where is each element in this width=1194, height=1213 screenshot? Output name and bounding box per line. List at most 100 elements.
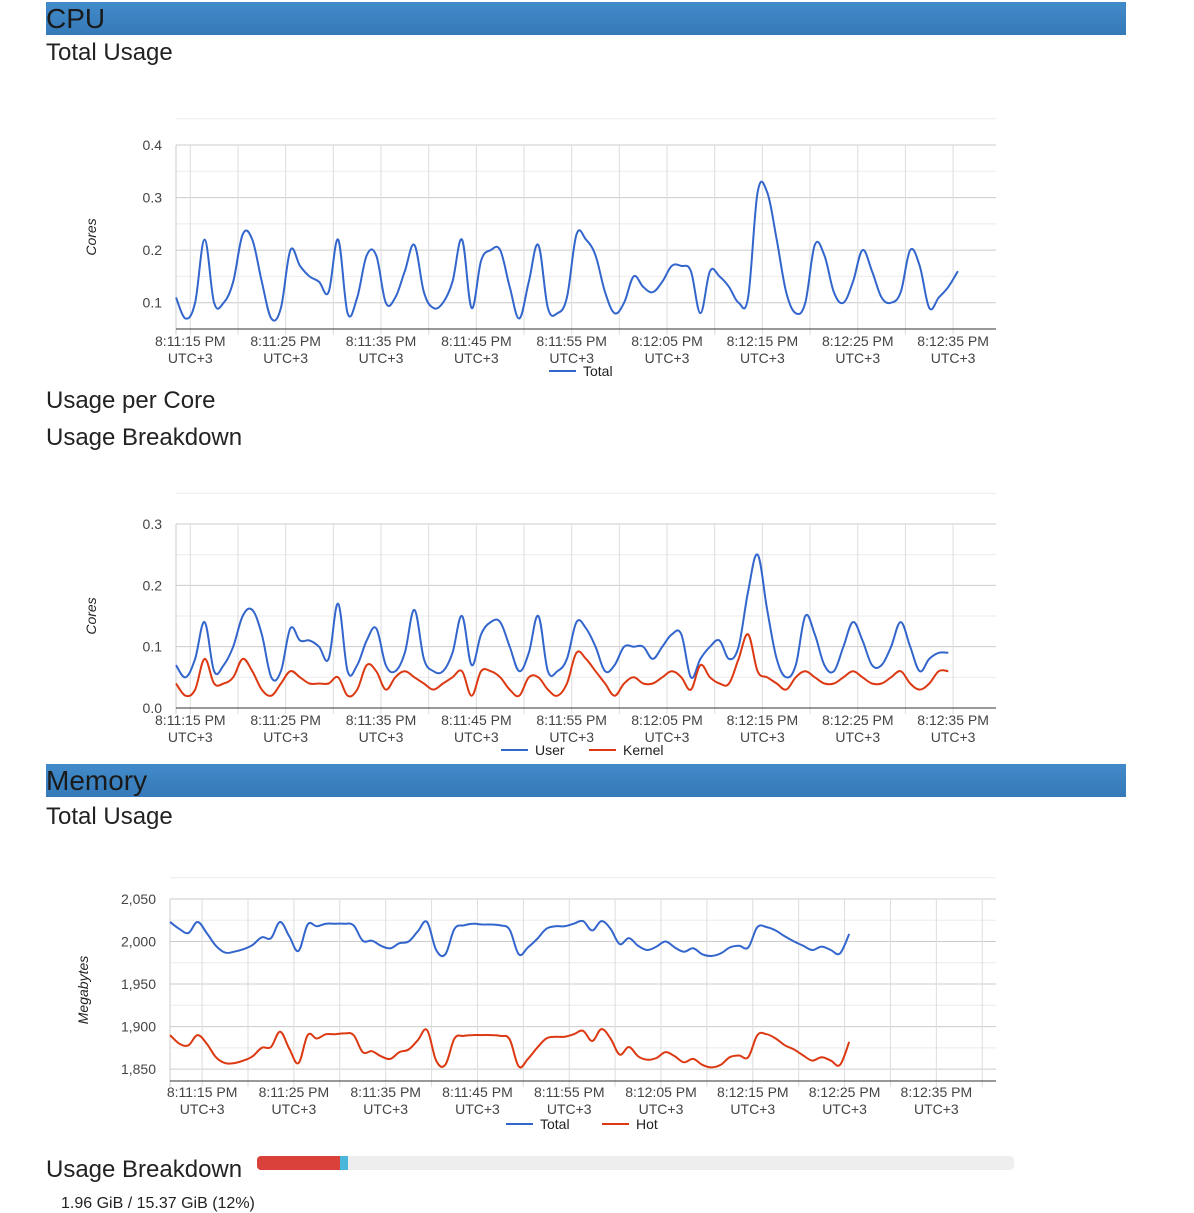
x-tick-label: 8:11:55 PM UTC+3 (536, 333, 607, 366)
x-tick-label-time: 8:12:25 PM (822, 712, 894, 728)
x-tick-label-time: 8:12:25 PM (822, 333, 894, 349)
x-tick-label-time: 8:11:25 PM (250, 712, 321, 728)
x-tick-label-time: 8:11:15 PM (155, 712, 226, 728)
y-tick-label: 0.4 (143, 137, 163, 153)
x-tick-label: 8:11:25 PM UTC+3 (250, 333, 321, 366)
x-tick-label: 8:11:15 PM UTC+3 (155, 333, 226, 366)
x-tick-label-time: 8:11:55 PM (536, 333, 607, 349)
x-tick-label-zone: UTC+3 (549, 729, 594, 745)
x-tick-label-zone: UTC+3 (168, 729, 213, 745)
x-tick-label-zone: UTC+3 (359, 350, 404, 366)
cpu-section-header: CPU (46, 2, 1126, 35)
x-tick-label-time: 8:12:15 PM (717, 1084, 789, 1100)
memory-section-header: Memory (46, 764, 1126, 797)
x-tick-label: 8:12:05 PM UTC+3 (631, 712, 703, 745)
y-tick-label: 2,050 (121, 891, 156, 907)
x-tick-label-zone: UTC+3 (263, 350, 308, 366)
x-tick-label-zone: UTC+3 (168, 350, 213, 366)
x-tick-label-zone: UTC+3 (639, 1101, 684, 1117)
x-tick-label-zone: UTC+3 (272, 1101, 317, 1117)
x-tick-label-zone: UTC+3 (363, 1101, 408, 1117)
x-tick-label: 8:12:35 PM UTC+3 (917, 712, 989, 745)
x-tick-label: 8:11:15 PM UTC+3 (155, 712, 226, 745)
x-tick-label: 8:12:05 PM UTC+3 (631, 333, 703, 366)
x-tick-label-zone: UTC+3 (740, 350, 785, 366)
cpu-total-usage-chart: 0.1 0.2 0.3 0.4 8:11:15 PM UTC+3 8:11:25 PM UTC… (46, 75, 1126, 387)
x-tick-label-zone: UTC+3 (549, 350, 594, 366)
x-tick-label-time: 8:11:45 PM (441, 712, 512, 728)
x-tick-label: 8:11:45 PM UTC+3 (442, 1084, 513, 1117)
x-tick-label: 8:11:55 PM UTC+3 (534, 1084, 605, 1117)
x-tick-label: 8:11:45 PM UTC+3 (441, 333, 512, 366)
x-tick-label-time: 8:11:15 PM (155, 333, 226, 349)
x-tick-label-zone: UTC+3 (914, 1101, 959, 1117)
x-tick-label: 8:12:15 PM UTC+3 (717, 1084, 789, 1117)
y-tick-label: 0.1 (143, 295, 163, 311)
x-tick-label-time: 8:12:05 PM (625, 1084, 697, 1100)
cpu-total-usage-title: Total Usage (46, 39, 173, 66)
x-tick-label-time: 8:11:45 PM (441, 333, 512, 349)
y-tick-label: 0.2 (143, 242, 163, 258)
x-tick-label-zone: UTC+3 (547, 1101, 592, 1117)
y-tick-label: 1,900 (121, 1019, 156, 1035)
x-tick-label-zone: UTC+3 (730, 1101, 775, 1117)
x-tick-label-zone: UTC+3 (180, 1101, 225, 1117)
x-tick-label: 8:12:05 PM UTC+3 (625, 1084, 697, 1117)
series-line-total (175, 180, 959, 322)
cpu-usage-breakdown-title: Usage Breakdown (46, 424, 243, 451)
y-tick-label: 0.0 (143, 700, 163, 716)
y-tick-label: 0.3 (143, 190, 163, 206)
x-tick-label-time: 8:11:35 PM (350, 1084, 421, 1100)
x-tick-label: 8:11:55 PM UTC+3 (536, 712, 607, 745)
legend-label: Total (583, 363, 613, 379)
x-tick-label: 8:11:45 PM UTC+3 (441, 712, 512, 745)
memory-cold-segment (340, 1156, 348, 1170)
y-tick-label: 1,950 (121, 976, 156, 992)
x-tick-label: 8:11:35 PM UTC+3 (350, 1084, 421, 1117)
x-tick-label: 8:12:25 PM UTC+3 (822, 712, 894, 745)
memory-usage-bar (257, 1156, 1014, 1170)
x-tick-label-time: 8:11:55 PM (536, 712, 607, 728)
x-tick-label-time: 8:11:25 PM (250, 333, 321, 349)
x-tick-label-time: 8:12:15 PM (727, 333, 799, 349)
y-tick-label: 0.2 (143, 577, 163, 593)
x-tick-label-time: 8:12:05 PM (631, 333, 703, 349)
x-tick-label-zone: UTC+3 (645, 350, 690, 366)
x-tick-label-time: 8:12:15 PM (727, 712, 799, 728)
y-tick-label: 2,000 (121, 934, 156, 950)
y-axis-label: Megabytes (75, 956, 91, 1024)
chart-svg: 0.00.10.20.38:11:15 PM UTC+38:11:25 PM UTC… (83, 492, 996, 758)
series-line-hot (169, 1028, 851, 1069)
series-line-total (169, 919, 851, 958)
cpu-usage-per-core-title: Usage per Core (46, 387, 216, 414)
x-tick-label-zone: UTC+3 (263, 729, 308, 745)
y-axis-label: Cores (83, 597, 99, 634)
series-line-user (175, 553, 949, 682)
x-tick-label-zone: UTC+3 (931, 350, 976, 366)
y-tick-label: 0.1 (143, 639, 163, 655)
x-tick-label: 8:12:35 PM UTC+3 (901, 1084, 973, 1117)
x-tick-label-time: 8:11:35 PM (346, 712, 417, 728)
x-tick-label-time: 8:12:25 PM (809, 1084, 881, 1100)
legend-label: Total (540, 1116, 570, 1132)
y-tick-label: 1,850 (121, 1061, 156, 1077)
x-tick-label-time: 8:11:45 PM (442, 1084, 513, 1100)
x-tick-label-zone: UTC+3 (359, 729, 404, 745)
x-tick-label: 8:12:15 PM UTC+3 (727, 333, 799, 366)
chart-svg: 1,850 1,900 1,950 2,000 2,050 8:11:15 PM UTC+3… (75, 877, 996, 1132)
x-tick-label: 8:11:35 PM UTC+3 (346, 333, 417, 366)
dashboard: CPU Total Usage 0.1 0.2 0.3 0.4 8:11:15 PM UT… (46, 0, 1126, 1183)
x-tick-label-time: 8:12:35 PM (901, 1084, 973, 1100)
x-tick-label-time: 8:11:55 PM (534, 1084, 605, 1100)
x-tick-label: 8:12:25 PM UTC+3 (822, 333, 894, 366)
x-tick-label-time: 8:12:35 PM (917, 712, 989, 728)
legend-label: Kernel (623, 742, 663, 758)
memory-total-usage-title: Total Usage (46, 803, 173, 830)
x-tick-label: 8:12:25 PM UTC+3 (809, 1084, 881, 1117)
x-tick-label-time: 8:11:35 PM (346, 333, 417, 349)
legend-label: User (535, 742, 565, 758)
cpu-usage-breakdown-chart: 0.0 0.1 0.2 0.3 8:11:15 PM UTC+3 8:11:25 PM UTC… (46, 452, 1126, 764)
x-tick-label: 8:11:15 PM UTC+3 (167, 1084, 238, 1117)
series-line-kernel (175, 633, 949, 698)
x-tick-label: 8:12:35 PM UTC+3 (917, 333, 989, 366)
